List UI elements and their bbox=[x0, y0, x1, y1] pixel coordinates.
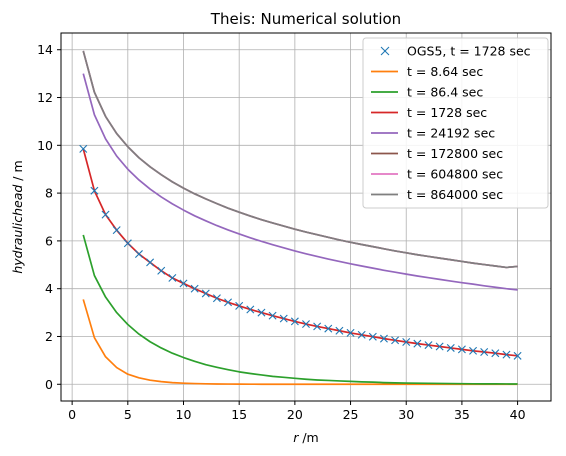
ogs5-marker bbox=[290, 317, 299, 326]
y-axis-label-var: hydraulichead bbox=[10, 185, 25, 274]
y-axis-label: hydraulichead / m bbox=[10, 160, 25, 273]
ogs5-marker bbox=[212, 294, 221, 303]
x-axis-label: r /m bbox=[293, 430, 319, 445]
y-tick-label: 0 bbox=[45, 377, 53, 392]
series-line-3 bbox=[82, 148, 518, 357]
legend-entry: t = 86.4 sec bbox=[371, 85, 483, 100]
legend-entry: t = 8.64 sec bbox=[371, 64, 483, 79]
y-axis-ticks: 0 2 4 6 8 10 12 14 bbox=[37, 42, 61, 392]
ogs5-marker bbox=[123, 239, 132, 248]
legend-label: t = 86.4 sec bbox=[407, 85, 483, 100]
ogs5-marker bbox=[79, 144, 88, 153]
ogs5-marker bbox=[491, 349, 500, 358]
ogs5-marker bbox=[235, 301, 244, 310]
x-axis-label-var: r bbox=[293, 430, 299, 445]
x-tick-label: 20 bbox=[287, 407, 303, 422]
ogs5-marker bbox=[101, 210, 110, 219]
ogs5-marker bbox=[446, 343, 455, 352]
ogs5-marker bbox=[168, 273, 177, 282]
legend-label: t = 172800 sec bbox=[407, 146, 503, 161]
legend-entry: OGS5, t = 1728 sec bbox=[380, 44, 531, 59]
x-tick-label: 5 bbox=[124, 407, 132, 422]
ogs5-marker bbox=[368, 332, 377, 341]
legend-entry: t = 24192 sec bbox=[371, 126, 495, 141]
ogs5-marker bbox=[224, 298, 233, 307]
ogs5-marker bbox=[402, 337, 411, 346]
ogs5-marker bbox=[157, 266, 166, 275]
legend-label: t = 1728 sec bbox=[407, 105, 487, 120]
ogs5-marker bbox=[424, 341, 433, 350]
axes-frame bbox=[60, 32, 552, 402]
legend-box bbox=[362, 37, 549, 209]
ogs5-marker bbox=[324, 324, 333, 333]
legend-label: t = 604800 sec bbox=[407, 167, 503, 182]
x-tick-label: 25 bbox=[343, 407, 359, 422]
series-line-2 bbox=[82, 234, 518, 385]
legend-label: OGS5, t = 1728 sec bbox=[407, 44, 531, 59]
ogs5-marker bbox=[246, 305, 255, 314]
ogs5-marker bbox=[112, 226, 121, 235]
ogs5-marker bbox=[302, 320, 310, 329]
legend-label: t = 8.64 sec bbox=[407, 64, 483, 79]
ogs5-marker bbox=[146, 258, 155, 267]
x-tick-label: 0 bbox=[68, 407, 76, 422]
legend-entry: t = 864000 sec bbox=[371, 187, 503, 202]
y-tick-label: 12 bbox=[37, 90, 53, 105]
series-line-1 bbox=[82, 299, 518, 386]
y-tick-label: 6 bbox=[45, 233, 53, 248]
ogs5-marker bbox=[90, 186, 99, 195]
series-line-4 bbox=[82, 73, 518, 291]
y-tick-label: 10 bbox=[37, 138, 53, 153]
legend: OGS5, t = 1728 sec t = 8.64 sec t = 86.4 s… bbox=[362, 37, 549, 209]
ogs5-marker bbox=[413, 339, 422, 348]
ogs5-marker bbox=[257, 308, 266, 317]
x-tick-label: 10 bbox=[176, 407, 192, 422]
ogs5-marker bbox=[379, 334, 388, 343]
series-line-7 bbox=[82, 50, 518, 269]
ogs5-marker bbox=[179, 279, 188, 288]
ogs5-marker bbox=[457, 345, 466, 354]
ogs5-marker bbox=[134, 250, 143, 259]
x-tick-label: 35 bbox=[454, 407, 470, 422]
ogs5-marker bbox=[480, 348, 489, 357]
legend-entry: t = 1728 sec bbox=[371, 105, 487, 120]
ogs5-marker bbox=[502, 350, 511, 359]
legend-entry: t = 604800 sec bbox=[371, 167, 503, 182]
y-axis-label-unit: / m bbox=[10, 160, 25, 184]
ogs5-marker bbox=[357, 330, 366, 339]
ogs5-marker bbox=[435, 342, 444, 351]
ogs5-marker bbox=[346, 328, 355, 337]
y-tick-label: 2 bbox=[45, 329, 53, 344]
ogs5-marker bbox=[469, 346, 478, 355]
ogs5-marker bbox=[279, 314, 288, 323]
legend-marker-x bbox=[380, 46, 390, 56]
ogs5-marker bbox=[313, 322, 322, 331]
ogs5-marker bbox=[513, 351, 522, 360]
chart-title: Theis: Numerical solution bbox=[210, 10, 401, 28]
ogs5-marker bbox=[190, 284, 199, 293]
ogs5-marker bbox=[268, 311, 277, 320]
legend-label: t = 864000 sec bbox=[407, 187, 503, 202]
y-tick-label: 4 bbox=[45, 281, 53, 296]
x-tick-label: 30 bbox=[398, 407, 414, 422]
plot-area bbox=[79, 50, 522, 386]
x-axis-label-unit: /m bbox=[298, 430, 318, 445]
legend-label: t = 24192 sec bbox=[407, 126, 495, 141]
ogs5-marker bbox=[391, 336, 400, 345]
ogs5-marker bbox=[201, 289, 210, 298]
y-tick-label: 8 bbox=[45, 186, 53, 201]
legend-entry: t = 172800 sec bbox=[371, 146, 503, 161]
x-axis-ticks: 0 5 10 15 20 25 30 35 40 bbox=[68, 401, 526, 422]
x-tick-label: 40 bbox=[510, 407, 526, 422]
x-tick-label: 15 bbox=[231, 407, 247, 422]
ogs5-marker bbox=[335, 326, 344, 335]
y-tick-label: 14 bbox=[37, 42, 53, 57]
